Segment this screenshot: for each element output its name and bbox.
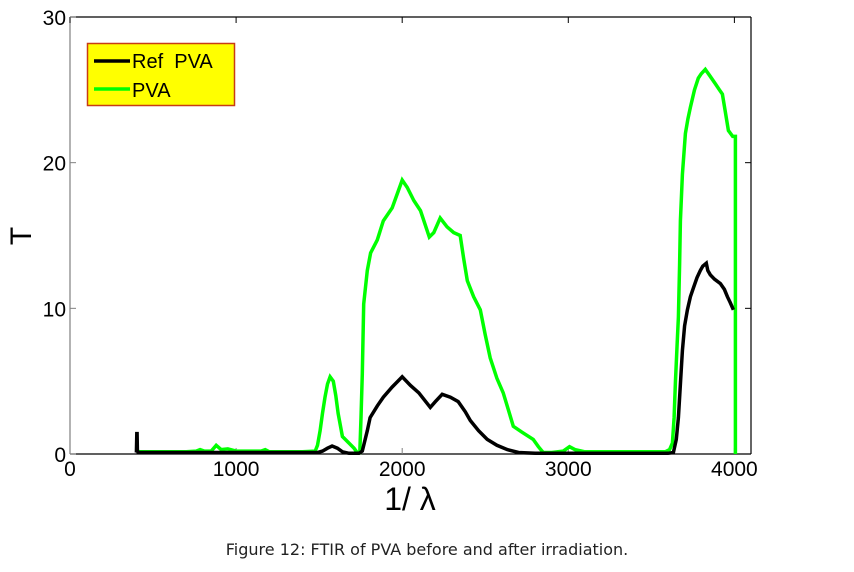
ftir-chart: 0 1000 2000 3000 4000 0 10 20 30 1/ λ T Ref PVA… (5, 7, 758, 517)
x-tick-label: 3000 (545, 458, 592, 481)
x-tick-label: 1000 (213, 458, 260, 481)
legend-label-ref-pva: Ref PVA (132, 51, 213, 73)
legend-box (86, 42, 236, 107)
y-axis-label: T (5, 227, 38, 245)
y-tick-label: 20 (43, 153, 66, 176)
series-layer (134, 66, 738, 456)
y-axis-ticks: 0 10 20 30 (43, 7, 751, 467)
y-tick-label: 0 (54, 444, 66, 467)
series-line-pva (136, 66, 738, 455)
legend-label-pva: PVA (132, 80, 171, 102)
legend: Ref PVA PVA (86, 42, 236, 107)
series-line-ref-pva (134, 259, 736, 456)
x-tick-label: 0 (64, 458, 76, 481)
x-tick-label: 4000 (711, 458, 758, 481)
x-tick-label: 2000 (379, 458, 426, 481)
y-tick-label: 10 (43, 298, 66, 321)
x-axis-label: 1/ λ (384, 481, 436, 517)
x-axis-ticks: 0 1000 2000 3000 4000 (64, 17, 758, 481)
figure-caption: Figure 12: FTIR of PVA before and after … (225, 540, 629, 559)
y-tick-label: 30 (43, 7, 66, 30)
